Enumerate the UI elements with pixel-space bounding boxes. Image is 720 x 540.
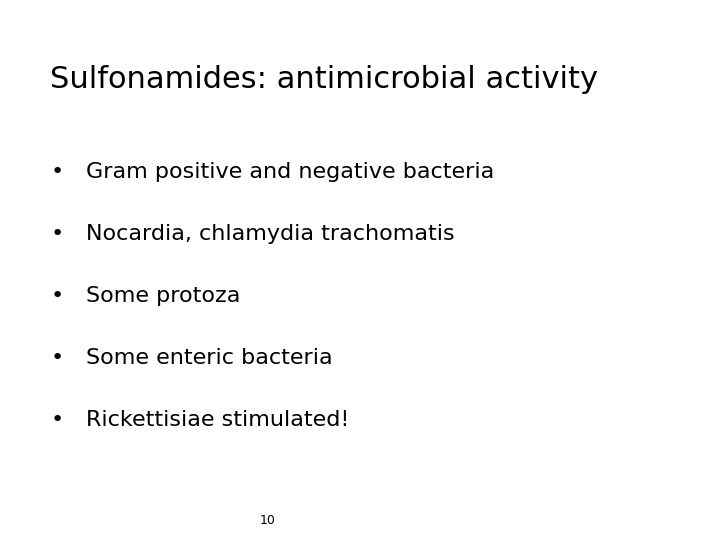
Text: Nocardia, chlamydia trachomatis: Nocardia, chlamydia trachomatis <box>86 224 455 244</box>
Text: Rickettisiae stimulated!: Rickettisiae stimulated! <box>86 410 350 430</box>
Text: Some enteric bacteria: Some enteric bacteria <box>86 348 333 368</box>
Text: •: • <box>50 224 63 244</box>
Text: •: • <box>50 348 63 368</box>
Text: Some protoza: Some protoza <box>86 286 240 306</box>
Text: Sulfonamides: antimicrobial activity: Sulfonamides: antimicrobial activity <box>50 65 598 94</box>
Text: Gram positive and negative bacteria: Gram positive and negative bacteria <box>86 162 495 182</box>
Text: •: • <box>50 410 63 430</box>
Text: •: • <box>50 162 63 182</box>
Text: •: • <box>50 286 63 306</box>
Text: 10: 10 <box>259 514 275 526</box>
